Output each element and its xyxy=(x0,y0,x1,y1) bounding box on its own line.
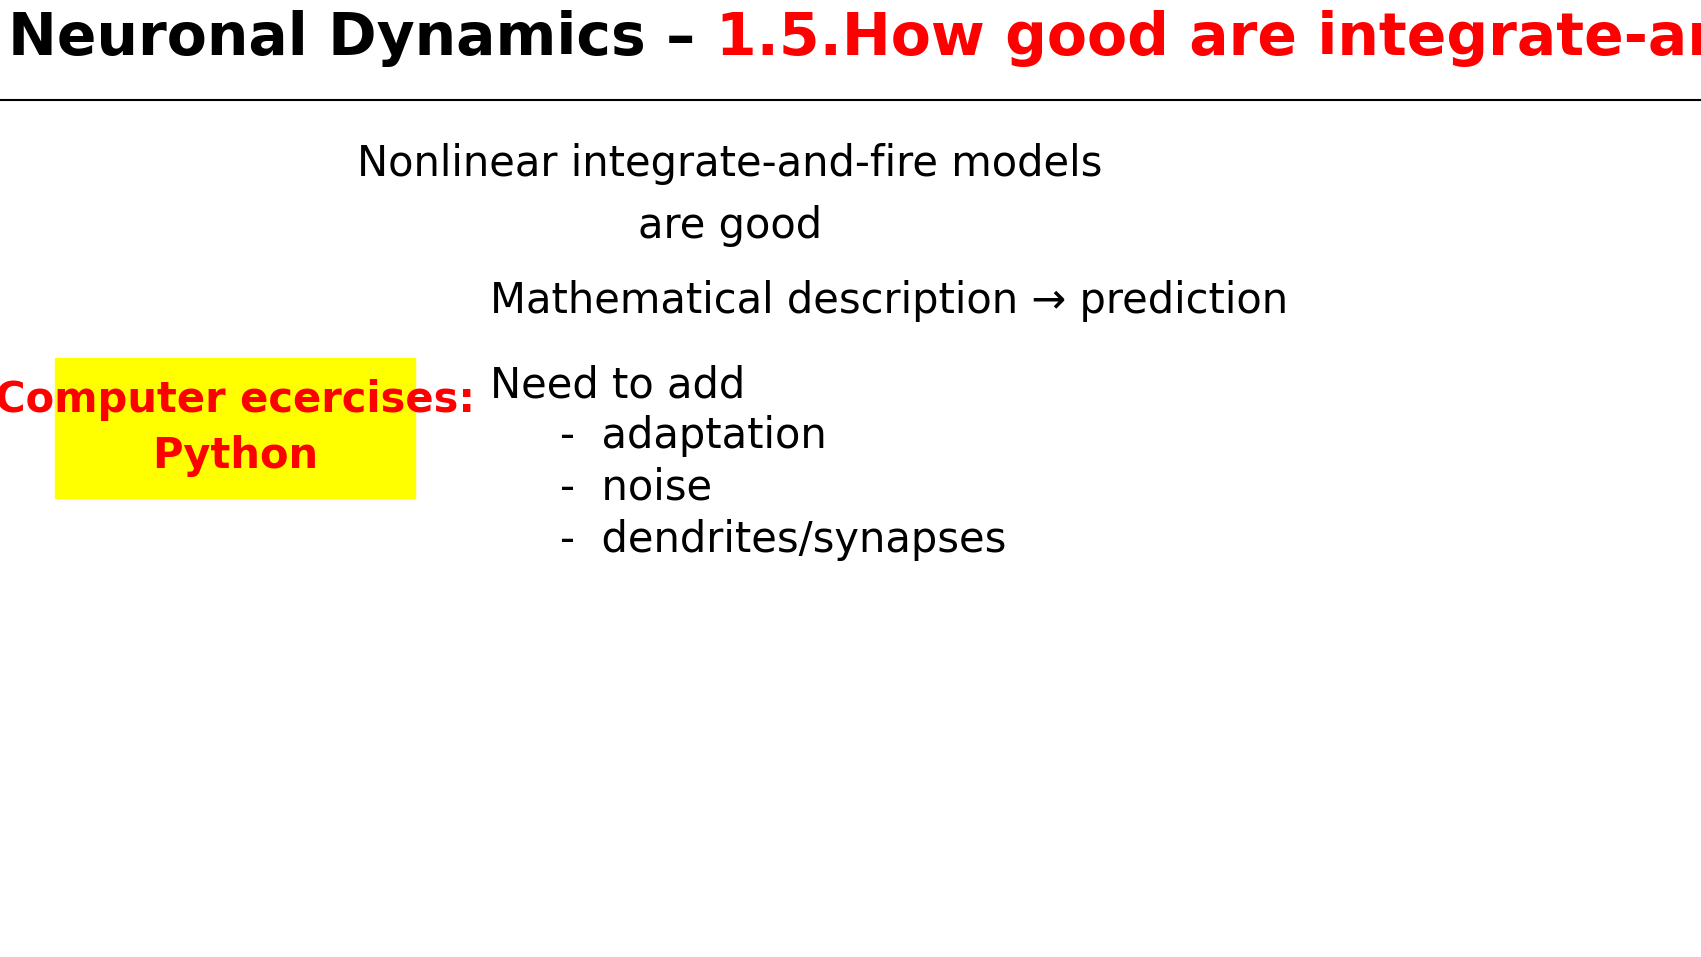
Text: Mathematical description → prediction: Mathematical description → prediction xyxy=(490,280,1288,322)
Text: 1.5.How good are integrate-and-fire models?: 1.5.How good are integrate-and-fire mode… xyxy=(716,10,1701,67)
Text: Neuronal Dynamics –: Neuronal Dynamics – xyxy=(9,10,716,67)
Text: Need to add: Need to add xyxy=(490,365,745,407)
Text: Nonlinear integrate-and-fire models
are good: Nonlinear integrate-and-fire models are … xyxy=(357,143,1102,247)
FancyBboxPatch shape xyxy=(54,358,415,498)
Text: -  noise: - noise xyxy=(560,467,713,509)
Text: Computer ecercises:
Python: Computer ecercises: Python xyxy=(0,379,475,477)
Text: -  dendrites/synapses: - dendrites/synapses xyxy=(560,519,1007,561)
Text: -  adaptation: - adaptation xyxy=(560,415,827,457)
